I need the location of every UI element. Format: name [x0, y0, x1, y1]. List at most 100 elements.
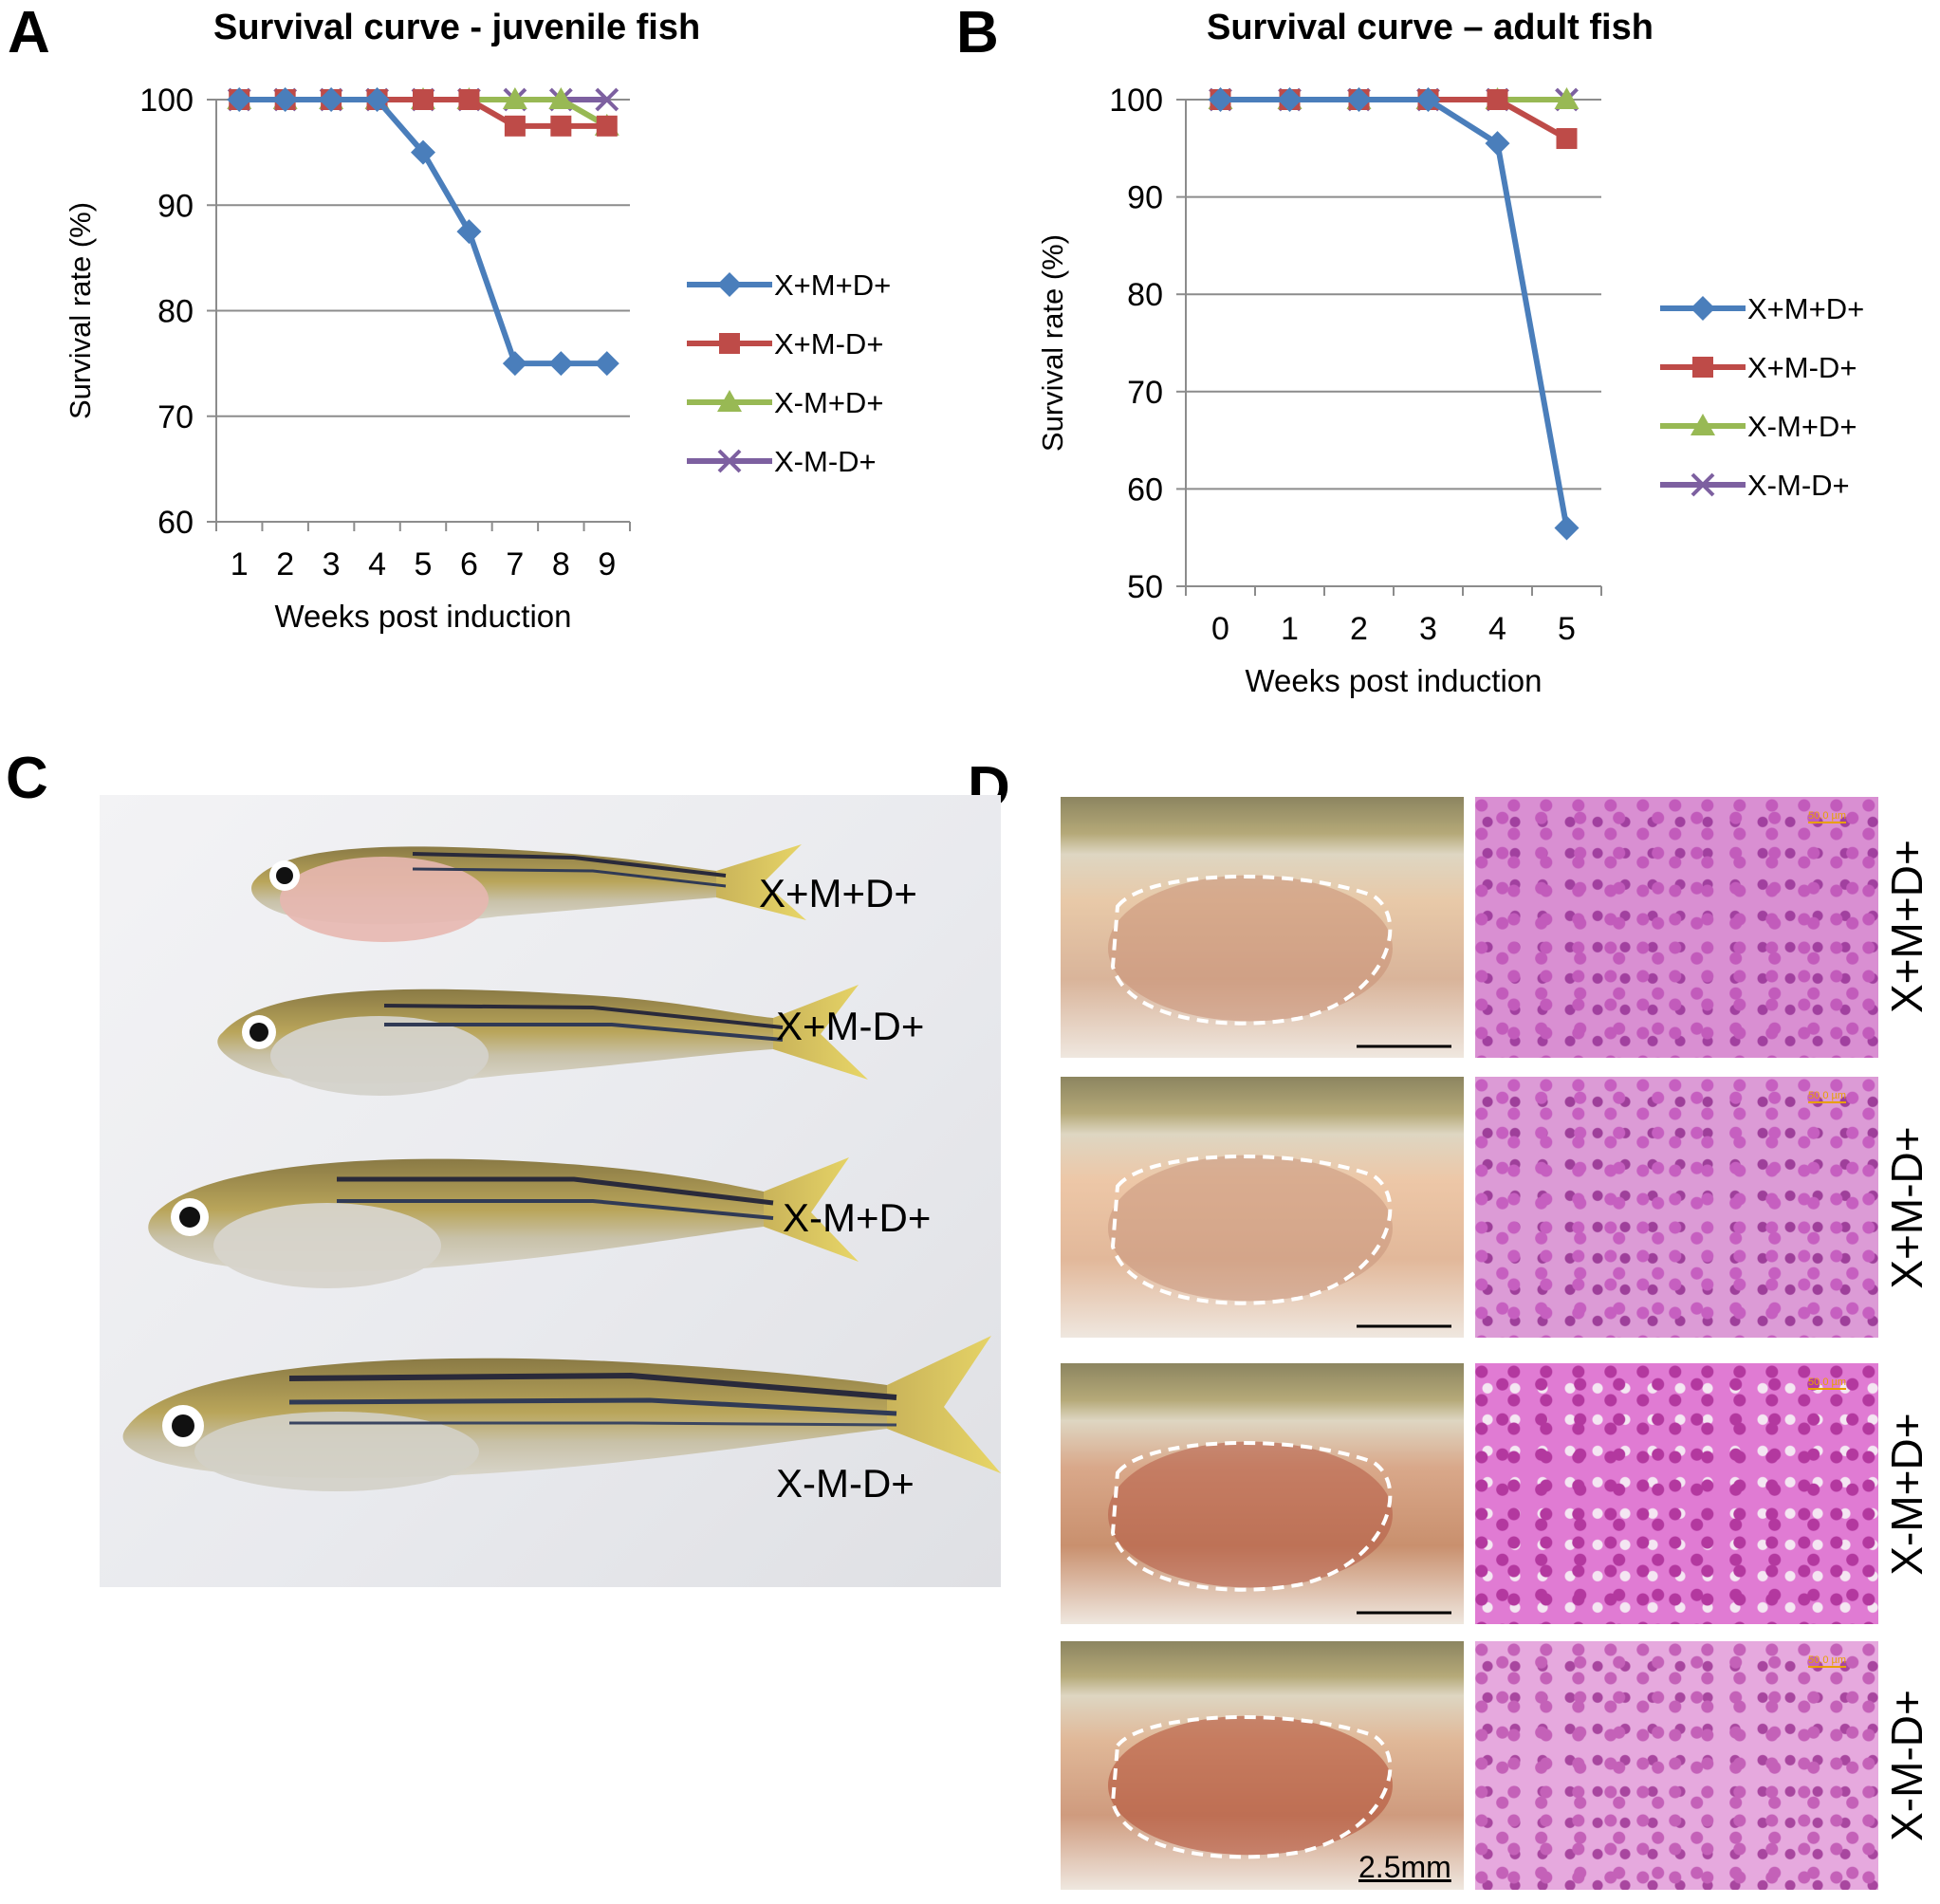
genotype-label-3: X-M+D+: [1882, 1412, 1931, 1576]
legend-marker: [1691, 296, 1715, 321]
series-line-X+M+D+: [1220, 97, 1570, 528]
legend-label: X-M+D+: [1747, 410, 1857, 443]
y-tick-label: 100: [139, 83, 194, 119]
data-point-X+M+D+: [548, 351, 574, 377]
histology-image-1: 50.0 µm: [1475, 797, 1878, 1058]
tumor-outline: [1110, 1440, 1393, 1592]
y-tick-label: 90: [157, 188, 194, 224]
data-point-X+M-D+: [504, 115, 526, 137]
legend-marker: [1692, 357, 1713, 378]
legend-label: X+M-D+: [774, 327, 883, 360]
data-point-X-M+D+: [502, 87, 527, 109]
genotype-label-4: X-M-D+: [1882, 1690, 1931, 1841]
legend-marker: [717, 449, 742, 473]
legend-marker: [717, 272, 742, 297]
x-tick-label: 2: [1350, 611, 1368, 647]
gross-photo-1: [1061, 797, 1464, 1058]
histology-image-4: 50.0 µm: [1475, 1641, 1878, 1890]
x-tick-label: 1: [1281, 611, 1299, 647]
scale-bar-label: 2.5mm: [1358, 1850, 1451, 1884]
data-point-X+M+D+: [594, 351, 619, 377]
x-axis-label: Weeks post induction: [274, 599, 571, 634]
x-tick-label: 1: [231, 546, 249, 582]
legend-label: X+M+D+: [1747, 292, 1864, 325]
tumor-outline: [1110, 874, 1393, 1026]
data-point-X-M+D+: [548, 87, 574, 109]
fish-4: [122, 1336, 1001, 1491]
series-line-X+M+D+: [239, 97, 607, 367]
panel-letter-a: A: [8, 0, 50, 65]
gross-photo-2: [1061, 1077, 1464, 1338]
histology-image-3: 50.0 µm: [1475, 1363, 1878, 1624]
x-tick-label: 5: [1558, 611, 1576, 647]
y-tick-label: 100: [1109, 83, 1163, 119]
data-point-X+M+D+: [502, 351, 527, 377]
data-point-X+M+D+: [319, 87, 344, 112]
histology-scale-label: 50.0 µm: [1808, 810, 1846, 823]
gross-photo-4: [1061, 1641, 1464, 1890]
panel-letter-c: C: [6, 746, 48, 811]
x-tick-label: 4: [368, 546, 386, 582]
x-tick-label: 5: [415, 546, 433, 582]
histology-scale-label: 50.0 µm: [1808, 1090, 1846, 1103]
histology-image-2: 50.0 µm: [1475, 1077, 1878, 1338]
data-point-X+M-D+: [596, 115, 618, 137]
data-point-X+M+D+: [272, 87, 298, 112]
fish-3: [148, 1157, 859, 1288]
data-point-X+M+D+: [364, 87, 390, 112]
chart-b-title: Survival curve – adult fish: [1207, 8, 1654, 47]
fish-label-1: X+M+D+: [759, 871, 917, 915]
chart-b: 50 60 70 80 90 100 0 1 2 3 4 5 Weeks post induction S…: [1036, 83, 1864, 698]
legend-marker: [717, 390, 742, 412]
y-axis-label: Survival rate (%): [1036, 234, 1069, 452]
tumor-outline: [1110, 1154, 1393, 1305]
fish-2: [217, 985, 868, 1096]
tumor-outline: [1110, 1714, 1393, 1859]
legend-label: X-M+D+: [774, 386, 883, 419]
legend-label: X-M-D+: [1747, 469, 1850, 502]
data-point-X+M-D+: [458, 89, 480, 110]
legend-marker: [1691, 414, 1715, 435]
y-tick-label: 50: [1127, 569, 1163, 605]
y-tick-label: 60: [1127, 471, 1163, 508]
y-tick-label: 70: [1127, 375, 1163, 411]
series-line-X+M-D+: [1220, 97, 1568, 141]
data-point-X-M-D+: [595, 87, 619, 112]
histology-scale-label: 50.0 µm: [1808, 1654, 1846, 1668]
data-point-X+M-D+: [413, 89, 434, 110]
legend-marker: [1691, 472, 1715, 497]
x-tick-label: 4: [1488, 611, 1506, 647]
x-tick-label: 8: [552, 546, 570, 582]
x-tick-label: 3: [1419, 611, 1437, 647]
legend-label: X+M+D+: [774, 268, 891, 302]
data-point-X+M+D+: [1554, 515, 1580, 541]
zebrafish-photo: [100, 795, 1001, 1587]
y-tick-label: 60: [157, 505, 194, 541]
x-tick-label: 9: [598, 546, 616, 582]
data-point-X+M+D+: [227, 87, 252, 112]
histology-scale-label: 50.0 µm: [1808, 1377, 1846, 1390]
x-tick-label: 3: [323, 546, 341, 582]
zebrafish-drawings: [122, 844, 1001, 1491]
x-tick-label: 2: [276, 546, 294, 582]
legend-marker: [719, 333, 740, 354]
x-tick-label: 0: [1211, 611, 1229, 647]
y-tick-label: 80: [157, 294, 194, 330]
chart-a-title: Survival curve - juvenile fish: [213, 8, 701, 47]
data-point-X+M+D+: [1485, 131, 1510, 157]
data-point-X+M+D+: [1277, 87, 1303, 112]
chart-a: 60 70 80 90 100 1 2 3 4 5 6 7 8 9 Weeks post induction…: [64, 83, 891, 634]
gross-photo-3: [1061, 1363, 1464, 1624]
data-point-X+M-D+: [1556, 128, 1578, 150]
legend-label: X+M-D+: [1747, 351, 1857, 384]
data-point-X-M+D+: [1554, 87, 1580, 109]
data-point-X+M+D+: [411, 139, 435, 165]
x-tick-label: 7: [506, 546, 524, 582]
fish-label-3: X-M+D+: [783, 1195, 932, 1240]
fish-label-2: X+M-D+: [776, 1004, 925, 1048]
genotype-label-2: X+M-D+: [1882, 1125, 1931, 1289]
panel-letter-b: B: [956, 0, 999, 65]
data-point-X+M+D+: [1346, 87, 1372, 112]
x-tick-label: 6: [460, 546, 478, 582]
data-point-X+M-D+: [1487, 89, 1508, 110]
